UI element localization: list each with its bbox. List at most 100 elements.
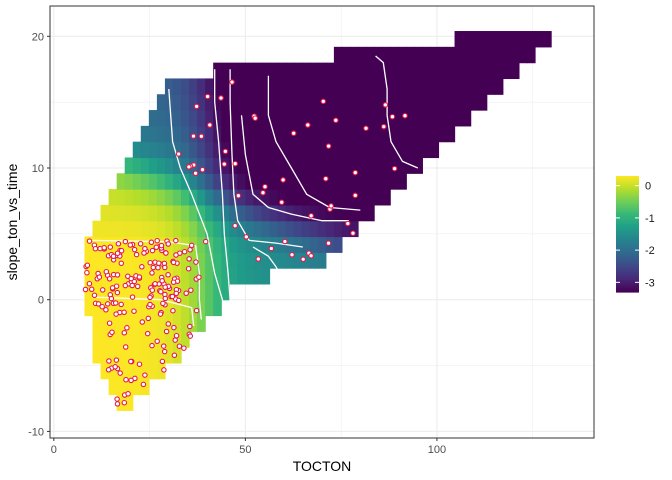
heatmap-cell bbox=[84, 299, 94, 317]
heatmap-cell bbox=[132, 173, 142, 190]
data-point bbox=[127, 242, 134, 248]
heatmap-cell bbox=[181, 204, 190, 222]
data-point bbox=[260, 189, 266, 196]
legend-colorbar-segment bbox=[616, 214, 639, 217]
legend-colorbar-segment bbox=[616, 200, 639, 203]
heatmap-cell bbox=[277, 157, 287, 174]
heatmap-cell bbox=[197, 141, 206, 159]
heatmap-cell bbox=[197, 110, 206, 127]
data-point bbox=[139, 319, 146, 325]
heatmap-cell bbox=[486, 62, 496, 80]
heatmap-cell bbox=[414, 157, 423, 174]
heatmap-cell bbox=[213, 268, 222, 285]
heatmap-cell bbox=[92, 315, 102, 332]
heatmap-cell bbox=[333, 157, 343, 174]
heatmap-cell bbox=[430, 141, 440, 159]
heatmap-cell bbox=[349, 204, 359, 222]
heatmap-cell bbox=[510, 31, 520, 48]
heatmap-cell bbox=[454, 46, 464, 64]
data-point bbox=[229, 79, 235, 85]
heatmap-cell bbox=[309, 125, 319, 143]
heatmap-cell bbox=[470, 78, 480, 95]
data-point bbox=[128, 377, 134, 384]
heatmap-cell bbox=[277, 141, 287, 159]
heatmap-cell bbox=[197, 236, 206, 253]
legend-colorbar-segment bbox=[616, 228, 639, 231]
data-point bbox=[176, 343, 183, 349]
data-point bbox=[91, 292, 98, 299]
data-point bbox=[154, 237, 160, 244]
heatmap-cell bbox=[164, 220, 174, 238]
data-point bbox=[86, 238, 93, 244]
heatmap-cell bbox=[237, 204, 246, 222]
heatmap-cell bbox=[317, 189, 327, 206]
heatmap-cell bbox=[366, 46, 375, 64]
heatmap-cell bbox=[221, 62, 230, 80]
legend-colorbar-segment bbox=[616, 176, 639, 179]
data-point bbox=[142, 372, 148, 378]
heatmap-cell bbox=[100, 220, 110, 238]
data-point bbox=[381, 123, 387, 130]
heatmap-cell bbox=[414, 46, 423, 64]
legend-colorbar-segment bbox=[616, 248, 639, 251]
data-point bbox=[169, 293, 176, 300]
legend-colorbar-segment bbox=[616, 258, 639, 261]
heatmap-cell bbox=[486, 31, 496, 48]
heatmap-cell bbox=[205, 125, 214, 143]
data-point bbox=[185, 265, 192, 272]
data-point bbox=[186, 256, 192, 262]
heatmap-cell bbox=[535, 31, 544, 48]
heatmap-cell bbox=[277, 252, 287, 269]
heatmap-cell bbox=[382, 125, 391, 143]
legend-colorbar-segment bbox=[616, 188, 639, 191]
heatmap-cell bbox=[341, 220, 351, 238]
legend-colorbar-segment bbox=[616, 232, 639, 235]
heatmap-cell bbox=[140, 299, 150, 317]
heatmap-cell bbox=[406, 141, 415, 159]
data-point bbox=[190, 133, 197, 139]
heatmap-cell bbox=[132, 157, 142, 174]
legend-colorbar-segment bbox=[616, 266, 639, 269]
heatmap-cell bbox=[100, 362, 110, 380]
heatmap-cell bbox=[245, 220, 255, 238]
heatmap-cell bbox=[301, 141, 311, 159]
data-point bbox=[161, 348, 168, 355]
data-point bbox=[149, 247, 156, 254]
heatmap-cell bbox=[197, 220, 206, 238]
heatmap-cell bbox=[349, 46, 359, 64]
data-point bbox=[255, 256, 262, 262]
heatmap-cell bbox=[414, 125, 423, 143]
heatmap-cell bbox=[446, 62, 456, 80]
heatmap-cell bbox=[358, 125, 367, 143]
heatmap-cell bbox=[317, 141, 327, 159]
heatmap-cell bbox=[172, 94, 182, 111]
legend-colorbar-segment bbox=[616, 206, 639, 209]
heatmap-cell bbox=[341, 173, 351, 190]
heatmap-cell bbox=[398, 94, 407, 111]
heatmap-cell bbox=[189, 220, 198, 238]
data-point bbox=[171, 324, 177, 331]
data-point bbox=[181, 345, 187, 351]
legend-colorbar-segment bbox=[616, 244, 639, 247]
heatmap-cell bbox=[293, 252, 303, 269]
legend-colorbar-segment bbox=[616, 272, 639, 275]
heatmap-cell bbox=[470, 62, 480, 80]
heatmap-cell bbox=[132, 378, 142, 396]
data-point bbox=[99, 287, 106, 293]
heatmap-cell bbox=[148, 236, 158, 253]
x-tick-label: 100 bbox=[428, 444, 446, 456]
heatmap-cell bbox=[454, 31, 464, 48]
heatmap-cell bbox=[349, 94, 359, 111]
heatmap-cell bbox=[269, 236, 279, 253]
data-point bbox=[114, 250, 121, 257]
heatmap-cell bbox=[358, 141, 367, 159]
heatmap-cell bbox=[478, 46, 488, 64]
data-point bbox=[323, 175, 329, 182]
heatmap-cell bbox=[156, 362, 166, 380]
heatmap-cell bbox=[309, 78, 319, 95]
heatmap-cell bbox=[164, 125, 174, 143]
legend-colorbar-segment bbox=[616, 282, 639, 285]
heatmap-cell bbox=[132, 299, 142, 317]
data-point bbox=[141, 250, 147, 256]
heatmap-cell bbox=[205, 94, 214, 111]
